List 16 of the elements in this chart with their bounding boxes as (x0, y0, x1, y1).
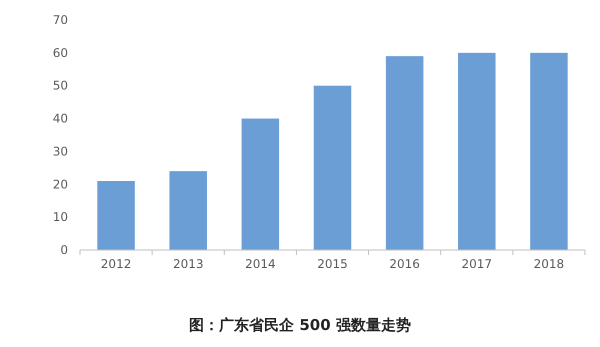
y-tick-label: 60 (52, 46, 68, 60)
text: 图：广东省民企 500 强数量走势 (189, 316, 411, 334)
y-tick-label: 70 (52, 13, 68, 27)
x-tick-label: 2014 (245, 257, 276, 271)
x-tick-label: 2016 (389, 257, 420, 271)
y-tick-label: 10 (52, 210, 68, 224)
y-tick-label: 50 (52, 78, 68, 93)
x-tick-label: 2018 (534, 257, 564, 271)
y-tick-label: 0 (60, 243, 68, 257)
y-tick-label: 30 (52, 144, 68, 158)
x-tick-label: 2012 (100, 257, 132, 271)
x-tick-label: 2015 (317, 257, 348, 271)
y-tick-label: 40 (52, 112, 68, 126)
x-tick-label: 2013 (172, 257, 204, 271)
y-tick-label: 20 (52, 177, 68, 192)
x-tick-label: 2017 (462, 257, 492, 271)
